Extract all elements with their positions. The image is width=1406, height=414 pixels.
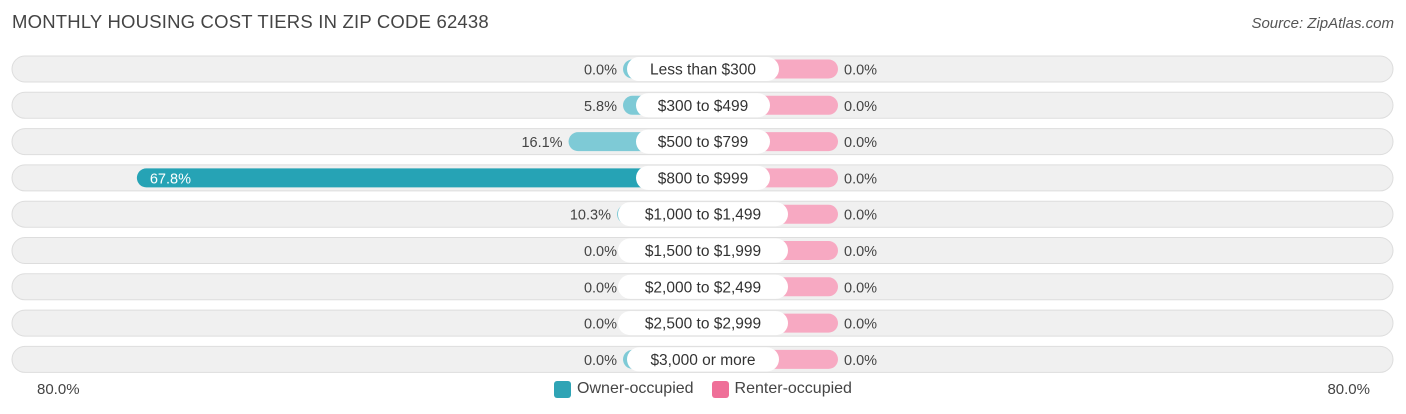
source-label: Source: ZipAtlas.com xyxy=(1251,15,1394,32)
owner-value-label: 10.3% xyxy=(570,208,611,224)
category-label: $500 to $799 xyxy=(658,134,749,151)
renter-value-label: 0.0% xyxy=(844,99,877,115)
renter-value-label: 0.0% xyxy=(844,135,877,151)
legend-label-renter: Renter-occupied xyxy=(734,380,852,397)
owner-value-label: 0.0% xyxy=(584,280,617,296)
renter-value-label: 0.0% xyxy=(844,208,877,224)
category-label: Less than $300 xyxy=(650,62,756,79)
category-label: $2,000 to $2,499 xyxy=(645,279,761,296)
owner-bar xyxy=(136,168,703,188)
owner-value-label: 67.8% xyxy=(150,171,191,187)
renter-value-label: 0.0% xyxy=(844,244,877,260)
owner-value-label: 0.0% xyxy=(584,317,617,333)
legend-item-owner[interactable]: Owner-occupied xyxy=(554,380,694,398)
renter-value-label: 0.0% xyxy=(844,280,877,296)
renter-value-label: 0.0% xyxy=(844,317,877,333)
renter-value-label: 0.0% xyxy=(844,171,877,187)
category-label: $1,000 to $1,499 xyxy=(645,207,761,224)
legend-label-owner: Owner-occupied xyxy=(577,380,694,397)
owner-value-label: 16.1% xyxy=(521,135,562,151)
category-label: $1,500 to $1,999 xyxy=(645,243,761,260)
owner-value-label: 0.0% xyxy=(584,244,617,260)
renter-value-label: 0.0% xyxy=(844,353,877,369)
axis-left-label: 80.0% xyxy=(37,381,80,398)
chart-title: MONTHLY HOUSING COST TIERS IN ZIP CODE 6… xyxy=(12,11,489,32)
category-pill xyxy=(627,347,779,372)
category-pill xyxy=(618,274,788,299)
category-label: $2,500 to $2,999 xyxy=(645,316,761,333)
legend-swatch-renter xyxy=(711,380,729,398)
category-pill xyxy=(618,311,788,336)
category-pill xyxy=(636,93,770,118)
renter-value-label: 0.0% xyxy=(844,63,877,79)
category-pill xyxy=(627,57,779,81)
category-pill xyxy=(618,238,788,263)
category-label: $800 to $999 xyxy=(658,170,749,187)
axis-right-label: 80.0% xyxy=(1327,381,1370,398)
category-pill xyxy=(618,202,788,227)
legend-item-renter[interactable]: Renter-occupied xyxy=(711,380,852,398)
owner-value-label: 5.8% xyxy=(584,99,617,115)
owner-value-label: 0.0% xyxy=(584,353,617,369)
category-pill xyxy=(636,165,770,190)
chart-svg: Less than $300 0.0% 0.0% $300 to $499 5.8% 0.… xyxy=(11,55,1394,373)
owner-value-label: 0.0% xyxy=(584,63,617,79)
category-label: $3,000 or more xyxy=(650,352,755,369)
legend: Owner-occupied Renter-occupied xyxy=(0,380,1406,398)
legend-swatch-owner xyxy=(554,380,572,398)
category-label: $300 to $499 xyxy=(658,98,749,115)
category-pill xyxy=(636,129,770,154)
